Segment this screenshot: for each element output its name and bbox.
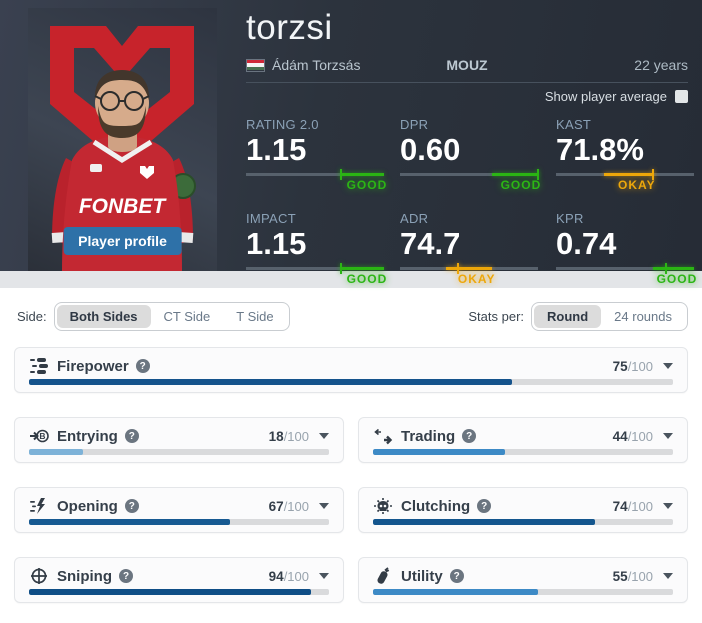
- stat-dpr-bar: GOOD: [400, 169, 540, 192]
- stat-dpr: DPR 0.60 GOOD: [400, 117, 542, 193]
- hungary-flag-icon: [246, 58, 265, 72]
- skill-cards: Firepower ? 75/100 B Entrying ? 18/100: [14, 347, 688, 603]
- chevron-down-icon[interactable]: [319, 573, 329, 579]
- stat-impact: IMPACT 1.15 GOOD: [246, 211, 388, 287]
- skill-progressbar: [373, 449, 673, 455]
- stat-adr-bar: OKAY: [400, 263, 538, 286]
- skill-score: 67/100: [268, 498, 309, 514]
- chest-logo: [140, 166, 154, 179]
- svg-text:B: B: [39, 431, 45, 441]
- chevron-down-icon[interactable]: [663, 573, 673, 579]
- stats-per-label: Stats per:: [468, 309, 525, 324]
- page-title: torzsi: [246, 8, 333, 47]
- help-icon[interactable]: ?: [477, 499, 492, 513]
- stat-kast-bar: OKAY: [556, 169, 694, 192]
- stat-kpr: KPR 0.74 GOOD: [556, 211, 698, 287]
- help-icon[interactable]: ?: [449, 569, 464, 583]
- skill-progressbar: [29, 449, 329, 455]
- tab-ct-side[interactable]: CT Side: [163, 309, 211, 324]
- tab-24-rounds[interactable]: 24 rounds: [614, 309, 672, 324]
- tab-round[interactable]: Round: [534, 305, 602, 328]
- crosshair-icon: [29, 567, 49, 585]
- skill-name: Sniping: [57, 567, 112, 585]
- stat-impact-bar: GOOD: [246, 263, 386, 286]
- skill-card-utility[interactable]: Utility ? 55/100: [358, 557, 688, 603]
- stat-rating: RATING 2.0 1.15 GOOD: [246, 117, 388, 193]
- skill-name: Entrying: [57, 427, 118, 445]
- skill-score: 94/100: [268, 568, 309, 584]
- player-profile-button[interactable]: Player profile: [63, 227, 182, 255]
- skill-card-trading[interactable]: Trading ? 44/100: [358, 417, 688, 463]
- skill-progressbar: [373, 589, 673, 595]
- player-info-row: Ádám Torzsás MOUZ 22 years: [246, 57, 688, 73]
- skill-score: 74/100: [612, 498, 653, 514]
- help-icon[interactable]: ?: [124, 499, 139, 513]
- team-name[interactable]: MOUZ: [446, 57, 488, 73]
- skill-name: Firepower: [57, 357, 129, 375]
- grenade-icon: [373, 567, 393, 585]
- skill-name: Trading: [401, 427, 456, 445]
- side-label: Side:: [17, 309, 47, 324]
- jersey-sponsor-text: FONBET: [79, 195, 168, 218]
- skill-score: 18/100: [268, 428, 309, 444]
- player-header-panel: FONBET Player profile torzsi Ádám Torzsá…: [0, 0, 702, 286]
- show-average-label: Show player average: [544, 89, 667, 104]
- player-real-name: Ádám Torzsás: [272, 57, 361, 73]
- skill-score: 55/100: [612, 568, 653, 584]
- help-icon[interactable]: ?: [462, 429, 477, 443]
- show-average-checkbox[interactable]: [675, 90, 688, 103]
- skill-score: 44/100: [612, 428, 653, 444]
- chevron-down-icon[interactable]: [663, 363, 673, 369]
- help-icon[interactable]: ?: [135, 359, 150, 373]
- skill-card-sniping[interactable]: Sniping ? 94/100: [14, 557, 344, 603]
- entry-arrow-icon: B: [29, 427, 49, 445]
- skill-card-entrying[interactable]: B Entrying ? 18/100: [14, 417, 344, 463]
- section-divider-band: [0, 271, 702, 288]
- chevron-down-icon[interactable]: [319, 433, 329, 439]
- mouz-logo: [50, 26, 194, 166]
- skill-card-firepower[interactable]: Firepower ? 75/100: [14, 347, 688, 393]
- tab-t-side[interactable]: T Side: [236, 309, 274, 324]
- chevron-down-icon[interactable]: [663, 433, 673, 439]
- stat-kast: KAST 71.8% OKAY: [556, 117, 694, 198]
- skill-card-opening[interactable]: Opening ? 67/100: [14, 487, 344, 533]
- skill-name: Clutching: [401, 497, 471, 515]
- skill-name: Utility: [401, 567, 443, 585]
- summary-stats-grid: RATING 2.0 1.15 GOOD DPR 0.60 GOOD KAST …: [246, 117, 696, 292]
- lightning-icon: [29, 497, 49, 515]
- skill-score: 75/100: [612, 358, 653, 374]
- skull-icon: [373, 497, 393, 515]
- chevron-down-icon[interactable]: [663, 503, 673, 509]
- help-icon[interactable]: ?: [124, 429, 139, 443]
- stats-per-tab-group: Round 24 rounds: [531, 302, 688, 331]
- skill-progressbar: [29, 379, 673, 385]
- glasses: [94, 91, 150, 111]
- trade-arrows-icon: [373, 427, 393, 445]
- filters-row: Side: Both Sides CT Side T Side Stats pe…: [14, 302, 688, 331]
- skill-progressbar: [29, 519, 329, 525]
- bullets-icon: [29, 357, 49, 375]
- player-photo: FONBET Player profile: [28, 8, 217, 271]
- skill-name: Opening: [57, 497, 118, 515]
- header-divider: [246, 82, 688, 83]
- help-icon[interactable]: ?: [119, 569, 133, 583]
- stat-rating-bar: GOOD: [246, 169, 386, 192]
- stat-adr: ADR 74.7 OKAY: [400, 211, 556, 292]
- skill-card-clutching[interactable]: Clutching ? 74/100: [358, 487, 688, 533]
- tab-both-sides[interactable]: Both Sides: [56, 305, 151, 328]
- skill-progressbar: [29, 589, 329, 595]
- stat-kpr-bar: GOOD: [556, 263, 696, 286]
- chevron-down-icon[interactable]: [319, 503, 329, 509]
- side-tab-group: Both Sides CT Side T Side: [53, 302, 290, 331]
- player-age: 22 years: [634, 57, 688, 73]
- skill-progressbar: [373, 519, 673, 525]
